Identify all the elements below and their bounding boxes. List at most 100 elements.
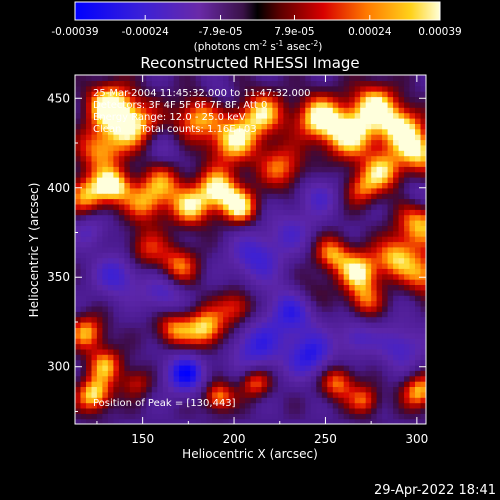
- heatmap-cell: [135, 139, 142, 146]
- heatmap-cell: [387, 289, 394, 296]
- heatmap-cell: [404, 289, 411, 296]
- heatmap-cell: [113, 150, 120, 157]
- heatmap-cell: [256, 348, 263, 355]
- heatmap-cell: [420, 418, 426, 424]
- heatmap-cell: [135, 359, 142, 366]
- heatmap-cell: [316, 118, 323, 124]
- heatmap-cell: [354, 139, 361, 146]
- heatmap-cell: [332, 348, 339, 355]
- heatmap-cell: [190, 214, 197, 221]
- heatmap-cell: [107, 284, 114, 291]
- heatmap-cell: [305, 391, 312, 398]
- heatmap-cell: [305, 397, 312, 404]
- heatmap-cell: [256, 101, 263, 108]
- heatmap-cell: [195, 338, 202, 345]
- heatmap-cell: [96, 402, 103, 409]
- heatmap-cell: [277, 305, 284, 312]
- heatmap-cell: [299, 397, 306, 404]
- heatmap-cell: [277, 311, 284, 318]
- heatmap-cell: [102, 375, 109, 382]
- heatmap-cell: [393, 262, 400, 269]
- heatmap-cell: [387, 332, 394, 339]
- heatmap-cell: [409, 311, 416, 318]
- heatmap-cell: [184, 311, 191, 318]
- heatmap-cell: [96, 279, 103, 285]
- heatmap-cell: [96, 160, 103, 167]
- heatmap-cell: [102, 241, 109, 248]
- heatmap-cell: [75, 413, 82, 420]
- heatmap-cell: [371, 166, 378, 173]
- heatmap-cell: [96, 230, 103, 237]
- heatmap-cell: [195, 262, 202, 269]
- heatmap-cell: [234, 268, 241, 275]
- heatmap-cell: [239, 268, 246, 275]
- heatmap-cell: [96, 246, 103, 253]
- heatmap-cell: [409, 118, 416, 124]
- heatmap-cell: [168, 402, 175, 409]
- heatmap-cell: [107, 182, 114, 189]
- heatmap-cell: [162, 289, 169, 296]
- heatmap-cell: [86, 316, 93, 323]
- heatmap-cell: [349, 198, 356, 205]
- heatmap-cell: [261, 91, 268, 98]
- heatmap-cell: [168, 96, 175, 103]
- heatmap-cell: [245, 246, 252, 253]
- heatmap-cell: [288, 246, 295, 253]
- heatmap-cell: [173, 370, 180, 377]
- heatmap-cell: [129, 209, 136, 216]
- heatmap-cell: [118, 338, 125, 345]
- heatmap-cell: [201, 391, 208, 398]
- heatmap-cell: [267, 370, 274, 377]
- heatmap-cell: [354, 338, 361, 345]
- heatmap-cell: [376, 107, 383, 114]
- heatmap-cell: [107, 300, 114, 307]
- heatmap-cell: [299, 107, 306, 114]
- heatmap-cell: [288, 230, 295, 237]
- heatmap-cell: [157, 268, 164, 275]
- heatmap-cell: [256, 214, 263, 221]
- heatmap-cell: [201, 75, 208, 81]
- heatmap-cell: [261, 139, 268, 146]
- heatmap-cell: [376, 381, 383, 387]
- heatmap-cell: [173, 295, 180, 302]
- heatmap-cell: [195, 166, 202, 173]
- heatmap-cell: [206, 150, 213, 157]
- heatmap-cell: [365, 209, 372, 216]
- heatmap-cell: [267, 289, 274, 296]
- heatmap-cell: [190, 322, 197, 328]
- heatmap-cell: [398, 198, 405, 205]
- heatmap-cell: [267, 118, 274, 124]
- heatmap-cell: [113, 187, 120, 194]
- heatmap-cell: [201, 381, 208, 387]
- heatmap-cell: [283, 193, 290, 200]
- heatmap-cell: [415, 203, 422, 210]
- heatmap-cell: [86, 262, 93, 269]
- heatmap-cell: [310, 166, 317, 173]
- heatmap-cell: [382, 198, 389, 205]
- heatmap-cell: [75, 381, 82, 387]
- heatmap-cell: [272, 322, 279, 328]
- heatmap-cell: [239, 155, 246, 162]
- heatmap-cell: [376, 316, 383, 323]
- heatmap-cell: [96, 128, 103, 135]
- heatmap-cell: [277, 413, 284, 420]
- heatmap-cell: [283, 257, 290, 264]
- heatmap-cell: [261, 209, 268, 216]
- heatmap-cell: [228, 155, 235, 162]
- heatmap-cell: [283, 268, 290, 275]
- heatmap-cell: [201, 407, 208, 414]
- heatmap-cell: [360, 418, 367, 424]
- heatmap-cell: [124, 289, 131, 296]
- heatmap-cell: [217, 118, 224, 124]
- annotation-method-counts: Clean Total counts: 1.16E+03: [93, 124, 257, 135]
- heatmap-cell: [349, 177, 356, 183]
- heatmap-cell: [398, 85, 405, 92]
- heatmap-cell: [168, 209, 175, 216]
- heatmap-cell: [354, 246, 361, 253]
- heatmap-cell: [294, 391, 301, 398]
- heatmap-cell: [371, 241, 378, 248]
- heatmap-cell: [234, 295, 241, 302]
- heatmap-cell: [96, 150, 103, 157]
- heatmap-cell: [195, 193, 202, 200]
- heatmap-cell: [371, 246, 378, 253]
